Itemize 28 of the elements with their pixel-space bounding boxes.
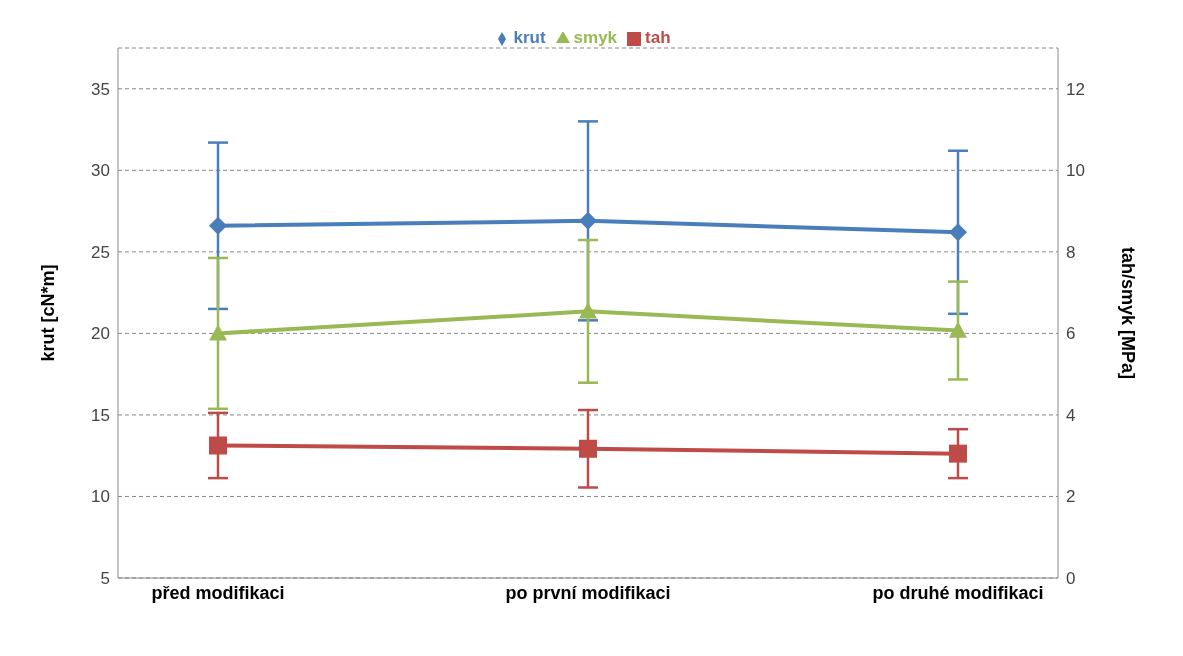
y-tick-label: 20 [91,324,110,344]
legend-label: tah [645,28,671,47]
y2-tick-label: 6 [1066,324,1076,344]
y-tick-label: 35 [91,79,110,99]
point [579,302,597,319]
point [949,321,967,338]
y-tick-label: 5 [100,569,110,589]
x-tick-label: po druhé modifikaci [872,582,1044,603]
point [949,444,967,463]
point [209,324,227,341]
y-tick-label: 15 [91,405,110,425]
y-axis-title: krut [cN*m] [38,264,59,362]
x-tick-label: před modifikaci [151,582,285,603]
x-tick-label: po první modifikaci [505,582,671,603]
y-tick-label: 10 [91,487,110,507]
y-tick-label: 30 [91,161,110,181]
legend-label: smyk [573,28,618,47]
y2-tick-label: 2 [1066,487,1076,507]
legend-label: krut [513,28,546,47]
y2-tick-label: 4 [1066,405,1076,425]
point [579,439,597,458]
y2-axis-title: tah/smyk [MPa] [1117,246,1138,380]
y2-tick-label: 8 [1066,242,1076,262]
y2-tick-label: 12 [1066,79,1085,99]
y2-tick-label: 10 [1066,161,1085,181]
y-tick-label: 25 [91,242,110,262]
point [209,436,227,455]
y2-tick-label: 0 [1066,569,1076,589]
